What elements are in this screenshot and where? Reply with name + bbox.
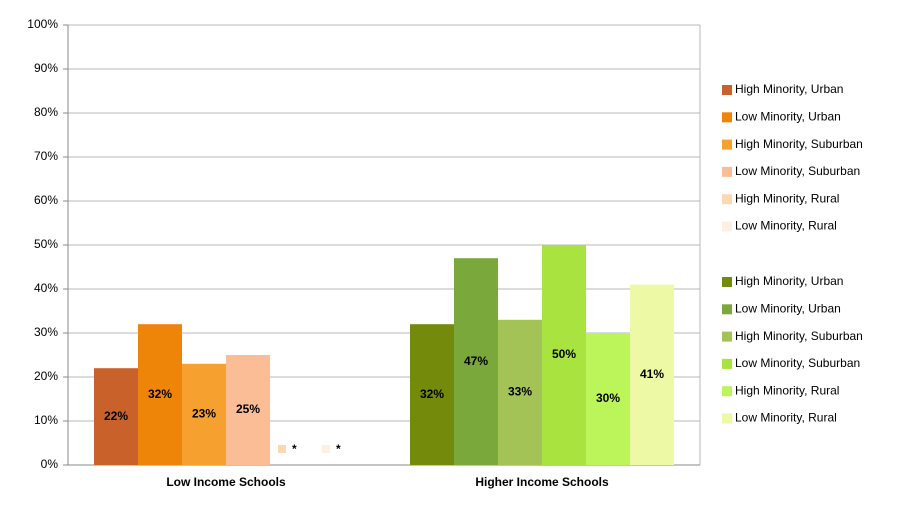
y-tick-label: 0% bbox=[41, 457, 59, 471]
bar bbox=[498, 319, 542, 465]
y-tick-label: 20% bbox=[34, 369, 58, 383]
legend-swatch bbox=[722, 386, 732, 397]
legend-swatch bbox=[722, 304, 732, 315]
legend-label: High Minority, Suburban bbox=[735, 137, 863, 151]
legend-label: High Minority, Rural bbox=[735, 383, 839, 397]
value-label: 33% bbox=[508, 385, 532, 399]
value-label: * bbox=[292, 442, 297, 456]
legend-label: Low Minority, Rural bbox=[735, 219, 837, 233]
bar bbox=[410, 324, 454, 465]
value-label: 22% bbox=[104, 409, 128, 423]
legend-label: High Minority, Urban bbox=[735, 274, 843, 288]
legend-swatch bbox=[722, 85, 732, 95]
y-tick-label: 10% bbox=[34, 413, 58, 427]
bar bbox=[586, 333, 630, 465]
bar bbox=[138, 324, 182, 465]
legend-swatch bbox=[722, 112, 732, 123]
bar bbox=[542, 245, 586, 465]
value-label: 32% bbox=[420, 387, 444, 401]
legend-swatch bbox=[722, 166, 732, 177]
value-label: * bbox=[336, 442, 341, 456]
bar bbox=[182, 363, 226, 465]
legend-swatch bbox=[722, 358, 732, 369]
bar bbox=[630, 284, 674, 465]
y-tick-label: 50% bbox=[34, 237, 58, 251]
value-label: 25% bbox=[236, 402, 260, 416]
value-label: 23% bbox=[192, 407, 216, 421]
legend-label: Low Minority, Suburban bbox=[735, 356, 860, 370]
bar bbox=[94, 368, 138, 465]
legend-swatch bbox=[722, 194, 732, 205]
legend-label: Low Minority, Urban bbox=[735, 301, 841, 315]
legend-label: Low Minority, Suburban bbox=[735, 164, 860, 178]
bar bbox=[454, 258, 498, 465]
value-label: 50% bbox=[552, 347, 576, 361]
legend-label: High Minority, Suburban bbox=[735, 329, 863, 343]
legend-label: High Minority, Rural bbox=[735, 191, 839, 205]
legend-label: Low Minority, Urban bbox=[735, 109, 841, 123]
y-tick-label: 60% bbox=[34, 193, 58, 207]
y-tick-label: 80% bbox=[34, 105, 58, 119]
x-tick-label: Higher Income Schools bbox=[475, 475, 609, 489]
y-tick-label: 100% bbox=[27, 17, 58, 31]
legend-swatch bbox=[722, 413, 732, 424]
y-tick-label: 30% bbox=[34, 325, 58, 339]
x-tick-label: Low Income Schools bbox=[166, 475, 286, 489]
value-label: 30% bbox=[596, 391, 620, 405]
y-tick-label: 40% bbox=[34, 281, 58, 295]
value-label: 47% bbox=[464, 354, 488, 368]
legend-swatch bbox=[722, 139, 732, 150]
legend-swatch bbox=[722, 221, 732, 232]
legend-label: Low Minority, Rural bbox=[735, 411, 837, 425]
y-tick-label: 90% bbox=[34, 61, 58, 75]
legend-swatch bbox=[722, 331, 732, 342]
missing-marker bbox=[278, 445, 286, 453]
legend-label: High Minority, Urban bbox=[735, 82, 843, 96]
bar bbox=[226, 355, 270, 465]
missing-marker bbox=[322, 445, 330, 453]
y-tick-label: 70% bbox=[34, 149, 58, 163]
legend-swatch bbox=[722, 277, 732, 287]
value-label: 41% bbox=[640, 367, 664, 381]
value-label: 32% bbox=[148, 387, 172, 401]
